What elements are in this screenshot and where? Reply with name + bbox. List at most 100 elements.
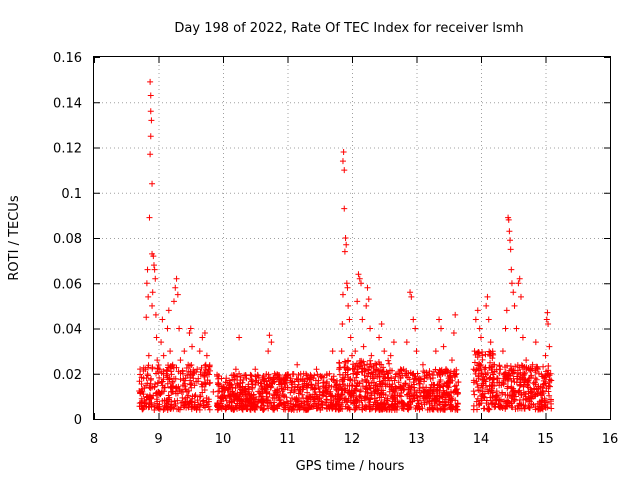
data-point [180,382,187,389]
data-point [159,397,166,404]
data-point [220,388,226,395]
data-point [141,397,148,404]
data-point [202,367,209,374]
data-point [192,392,199,399]
data-point [513,325,520,332]
data-point [389,403,396,410]
data-point [407,289,414,296]
data-point [444,379,451,386]
data-point [408,293,415,300]
data-point [152,275,159,282]
data-point [310,375,317,382]
grid-lines [94,57,610,419]
data-point [295,371,302,378]
data-point [329,348,336,355]
data-point [185,368,192,375]
data-point [214,379,221,386]
data-point [149,289,156,296]
data-point [164,368,171,375]
data-point [509,370,516,377]
data-point [284,374,291,381]
data-point [489,350,496,357]
data-point [452,386,459,393]
data-point [311,395,318,402]
data-point [366,395,373,402]
data-point [361,372,368,379]
data-point [545,363,552,370]
data-point [304,389,311,396]
data-point [155,362,162,369]
data-point [206,363,213,370]
data-point [543,316,550,323]
data-point [350,370,357,377]
data-point [479,388,486,395]
data-point [378,320,385,327]
data-point [352,362,359,369]
data-point [505,216,512,223]
data-point [474,384,481,391]
data-point [270,406,277,413]
data-point [532,381,539,388]
data-point [150,262,157,269]
x-tick-label: 8 [90,432,98,447]
data-point [507,237,514,244]
data-point [170,383,177,390]
data-point [242,385,249,392]
data-point [163,370,170,377]
data-point [324,378,331,385]
data-point [361,362,368,369]
data-point [436,316,443,323]
data-point [217,394,224,401]
data-point [437,367,444,374]
data-point [376,380,383,387]
data-point [164,380,171,387]
data-point [429,388,436,395]
data-point [502,325,509,332]
data-point [313,405,320,412]
data-point [343,280,350,287]
data-point [365,296,372,303]
data-point [471,391,478,398]
data-point [508,280,515,287]
data-point [148,117,155,124]
data-point [341,364,348,371]
data-point [143,314,150,321]
data-point [349,352,355,359]
data-point [353,374,360,381]
data-point [276,397,283,404]
data-point [547,383,554,390]
data-point [410,316,417,323]
data-point [341,205,348,212]
data-point [158,379,165,386]
data-point [439,406,446,413]
data-point [358,280,365,287]
data-point [476,325,483,332]
data-point [508,383,515,390]
data-point [426,370,433,377]
data-point [542,352,549,359]
data-point [311,372,318,379]
data-point [545,388,552,395]
data-point [474,406,481,413]
data-point [419,405,426,412]
data-point [420,395,427,402]
data-point [515,280,522,287]
data-point [359,402,366,409]
data-point [238,387,245,394]
data-point [218,405,225,412]
data-point [193,378,200,385]
data-point [326,370,333,377]
data-point [515,389,522,396]
data-point [370,375,377,382]
data-point [544,399,551,406]
data-point [161,384,168,391]
data-point [531,393,538,400]
data-point [248,372,255,379]
data-point [149,365,156,372]
data-point [500,381,507,388]
data-point [345,366,352,373]
data-point [265,348,272,355]
data-point [523,396,530,403]
data-point [354,371,361,378]
